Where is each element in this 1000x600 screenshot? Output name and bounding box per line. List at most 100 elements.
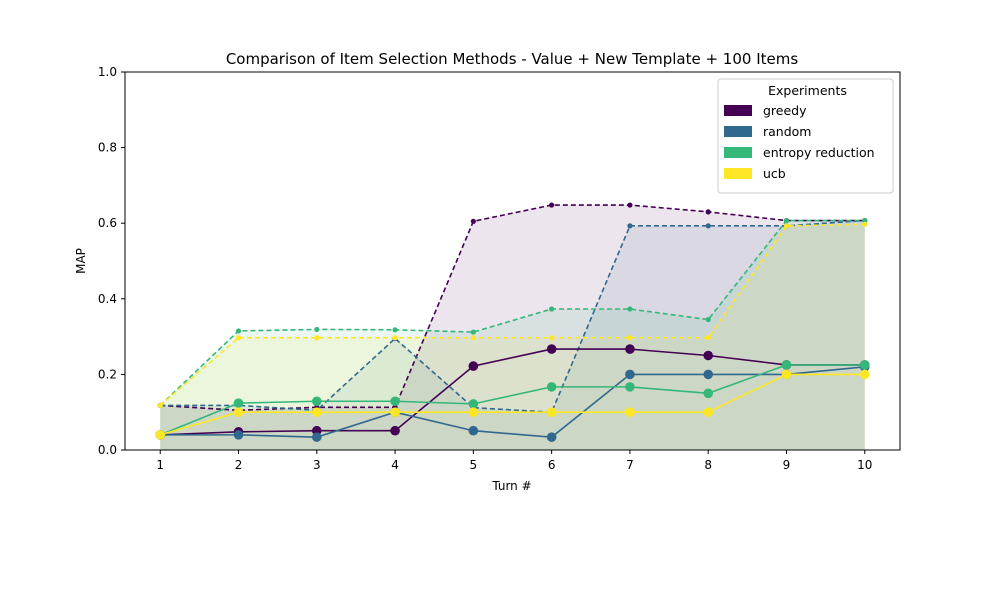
legend-title: Experiments [768,83,847,98]
legend-swatch-3 [724,168,752,179]
legend: Experiments greedy random entropy reduction… [717,78,894,194]
series-point-2-9 [859,360,870,370]
upper-line-2 [159,219,865,406]
x-tick-label-8: 9 [783,458,791,472]
legend-swatch-0 [724,105,752,116]
series-point-0-3 [390,425,400,436]
area-3 [160,224,865,450]
y-tick-label-4: 0.8 [98,141,117,155]
upper-point-1-6 [627,223,633,229]
y-axis-label: MAP [74,248,88,274]
upper-point-3-8 [783,223,790,229]
series-point-2-8 [781,360,792,370]
y-tick-label-5: 1.0 [98,65,117,79]
series-point-1-5 [546,432,557,442]
series-line-0 [160,348,865,436]
series-point-0-6 [625,344,635,354]
y-axis: 0.0 0.2 0.4 0.6 0.8 1.0 [98,65,125,457]
upper-point-2-7 [705,316,711,323]
upper-point-3-7 [705,335,711,341]
series-point-3-6 [625,407,635,418]
upper-point-0-7 [705,209,711,215]
series-point-2-1 [233,398,244,408]
series-point-3-8 [781,369,792,380]
upper-point-2-6 [627,306,633,312]
y-tick-label-3: 0.6 [98,216,117,230]
upper-point-3-5 [549,335,555,341]
x-tick-label-9: 10 [857,458,872,472]
upper-point-2-9 [862,217,868,224]
legend-label-1: random [763,124,811,139]
upper-point-1-7 [705,223,711,229]
series-point-3-4 [468,407,479,418]
upper-point-0-6 [627,202,633,208]
series-point-1-2 [311,432,322,442]
area-2 [160,220,865,450]
upper-line-0 [160,204,865,412]
series-point-0-5 [546,344,557,354]
upper-point-2-1 [235,328,242,334]
x-tick-label-0: 1 [156,458,164,472]
series-point-2-3 [390,396,400,407]
series-point-3-1 [233,407,244,418]
series-point-0-7 [703,350,714,361]
upper-point-2-5 [549,306,555,312]
y-tick-label-2: 0.4 [98,292,117,306]
chart-title: Comparison of Item Selection Methods - V… [226,50,799,68]
legend-label-3: ucb [763,166,786,181]
x-tick-label-2: 3 [313,458,321,472]
x-axis-label: Turn # [491,479,531,493]
upper-point-0-5 [549,202,555,208]
series-point-2-6 [625,382,635,392]
upper-point-3-1 [235,335,242,341]
series-line-1 [160,366,865,438]
upper-point-3-6 [627,335,633,341]
series-point-2-4 [468,399,479,409]
x-tick-label-5: 6 [548,458,556,472]
upper-line-3 [159,223,865,407]
upper-point-3-4 [470,335,476,341]
x-tick-label-6: 7 [626,458,634,472]
upper-point-3-9 [862,221,868,227]
upper-point-2-3 [392,327,398,333]
series-line-3 [160,373,865,436]
series-point-3-3 [390,407,400,418]
series-point-3-0 [155,430,166,440]
series-point-3-9 [859,369,870,380]
series-point-0-4 [468,361,479,371]
x-axis: 1 2 3 4 5 6 7 8 9 10 [156,450,872,472]
plot-frame [124,71,901,451]
series-point-3-5 [546,407,557,418]
upper-point-3-3 [392,335,398,341]
x-tick-label-4: 5 [470,458,478,472]
upper-point-3-2 [314,335,320,341]
y-tick-label-0: 0.0 [98,443,117,457]
series-point-1-1 [233,430,244,440]
series-line-2 [159,364,865,436]
legend-box [717,78,894,194]
legend-swatch-2 [724,147,752,158]
legend-label-2: entropy reduction [763,145,875,160]
area-1 [160,220,865,450]
series-point-2-7 [703,388,714,399]
series-point-2-5 [546,382,557,392]
plot-area [155,202,870,450]
upper-point-2-8 [783,217,790,224]
legend-swatch-1 [724,126,752,137]
series-point-2-2 [311,396,322,407]
upper-point-3-0 [157,402,163,408]
legend-label-0: greedy [763,103,807,118]
series-point-1-7 [703,369,714,380]
upper-point-0-4 [470,218,476,224]
series-point-3-2 [311,407,322,418]
area-0 [160,205,865,450]
series-point-1-6 [625,369,635,380]
series-point-3-7 [703,407,714,418]
upper-point-2-4 [470,329,476,335]
x-tick-label-1: 2 [235,458,243,472]
x-tick-label-3: 4 [391,458,399,472]
y-tick-label-1: 0.2 [98,367,117,381]
series-point-1-4 [468,425,479,436]
upper-point-2-2 [314,326,320,333]
